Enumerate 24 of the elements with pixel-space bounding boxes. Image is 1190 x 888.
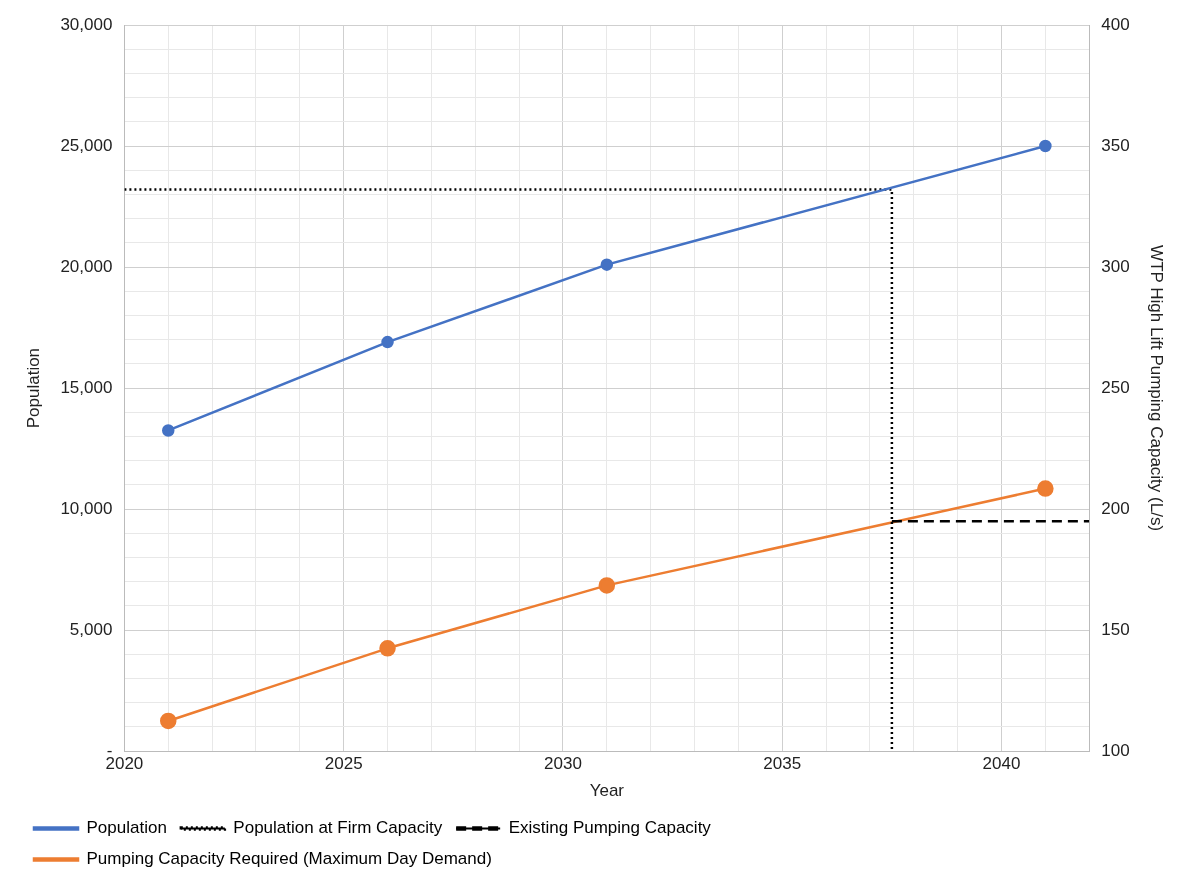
y-axis-title: Population — [23, 347, 43, 429]
legend-label: Population at Firm Capacity — [233, 818, 443, 838]
y2-tick-label: 300 — [1101, 256, 1130, 276]
x-axis-title: Year — [589, 781, 625, 801]
y-tick-label: 15,000 — [60, 377, 113, 397]
y2-tick-label: 250 — [1101, 377, 1130, 397]
y-tick-label: 5,000 — [69, 619, 113, 639]
legend-label: Existing Pumping Capacity — [508, 818, 712, 838]
x-tick-label: 2040 — [982, 754, 1021, 774]
y2-tick-label: 350 — [1101, 135, 1130, 155]
y2-tick-label: 400 — [1101, 14, 1130, 34]
x-tick-label: 2035 — [763, 754, 802, 774]
y2-tick-label: 150 — [1101, 619, 1130, 639]
legend-label: Population — [86, 818, 167, 838]
y-tick-label: 25,000 — [60, 135, 113, 155]
y2-tick-label: 100 — [1101, 740, 1130, 760]
y-tick-label: 10,000 — [60, 498, 113, 518]
y2-axis-title: WTP High Lift Pumping Capacity (L/s) — [1147, 245, 1167, 532]
x-tick-label: 2030 — [544, 754, 582, 774]
y2-tick-label: 200 — [1101, 498, 1130, 518]
y-tick-label: 30,000 — [60, 14, 113, 34]
x-tick-label: 2025 — [324, 754, 363, 774]
legend-label: Pumping Capacity Required (Maximum Day Demand) — [86, 849, 492, 869]
y-tick-label: 20,000 — [60, 256, 113, 276]
